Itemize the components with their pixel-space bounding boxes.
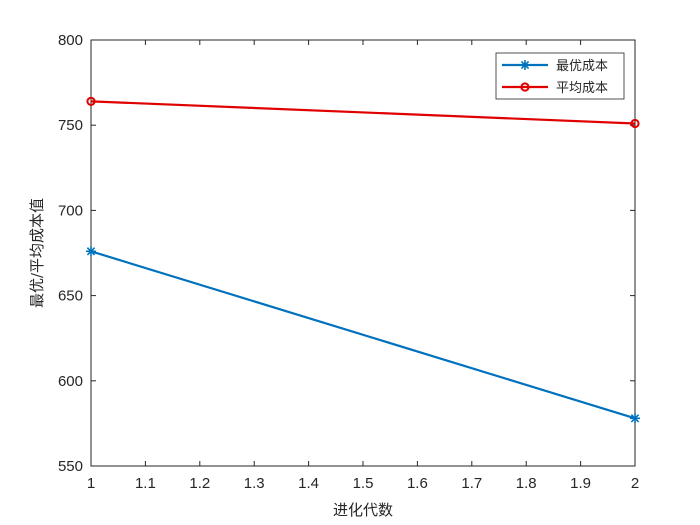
y-tick-label: 750	[58, 117, 83, 134]
y-tick-label: 800	[58, 32, 83, 49]
x-tick-label: 1.7	[461, 475, 482, 492]
series-marker-circle	[520, 82, 530, 92]
series-line-1	[90, 250, 636, 420]
x-tick-label: 1.3	[244, 475, 265, 492]
legend-label-2: 平均成本	[556, 81, 608, 96]
x-tick-label: 1.2	[189, 475, 210, 492]
y-tick-label: 700	[58, 202, 83, 219]
y-axis-label: 最优/平均成本值	[28, 198, 46, 308]
x-axis: 1 1.1 1.2 1.3 1.4 1.5 1.6 1.7 1.8 1.9 2	[87, 40, 639, 492]
x-tick-label: 1.1	[135, 475, 156, 492]
x-tick-label: 1.6	[407, 475, 428, 492]
series-marker-circle	[86, 96, 96, 106]
x-tick-label: 1.9	[570, 475, 591, 492]
series-layer	[86, 96, 640, 424]
series-marker-star	[86, 246, 96, 257]
x-tick-label: 1.5	[353, 475, 374, 492]
y-axis: 550 600 650 700 750 800	[58, 32, 635, 475]
x-tick-label: 1	[87, 475, 95, 492]
plot-area	[90, 39, 636, 467]
y-tick-label: 650	[58, 288, 83, 305]
x-tick-label: 1.4	[298, 475, 319, 492]
series-marker-star	[520, 60, 530, 70]
series-line-2	[90, 100, 636, 125]
y-tick-label: 550	[58, 458, 83, 475]
x-tick-label: 1.8	[516, 475, 537, 492]
y-tick-label: 600	[58, 373, 83, 390]
series-marker-star	[630, 413, 640, 424]
x-axis-label: 进化代数	[333, 501, 393, 519]
legend-box	[495, 52, 625, 100]
series-marker-circle	[630, 118, 640, 129]
x-tick-label: 2	[631, 475, 639, 492]
legend-label-1: 最优成本	[556, 59, 608, 74]
